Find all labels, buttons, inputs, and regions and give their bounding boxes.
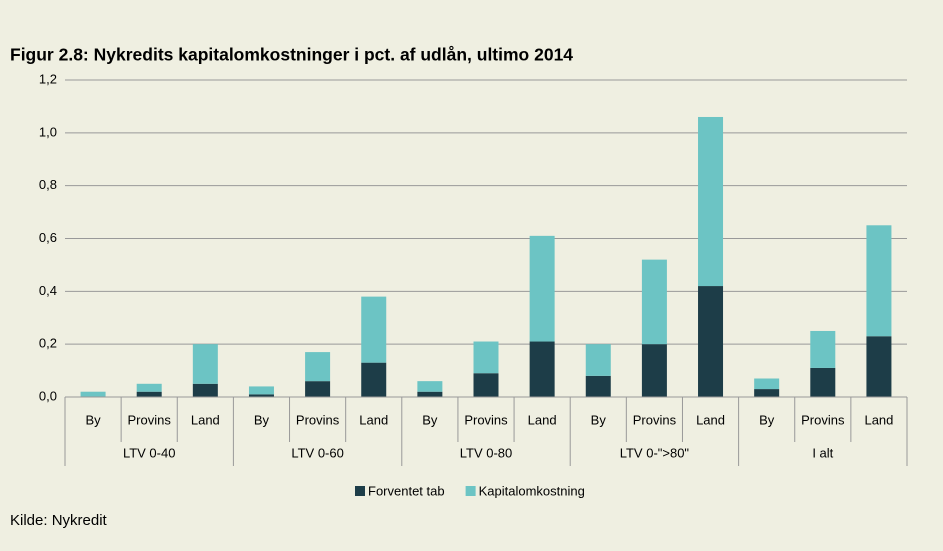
bar-segment [192, 344, 218, 384]
x-tick-label: Land [528, 412, 557, 427]
bar-segment [866, 336, 892, 397]
group-label: LTV 0-60 [291, 445, 344, 460]
legend-swatch [355, 486, 365, 496]
x-tick-label: Land [864, 412, 893, 427]
y-tick-label: 0,4 [39, 283, 57, 298]
bar-segment [192, 383, 218, 397]
x-tick-label: Provins [464, 412, 508, 427]
x-tick-label: By [254, 412, 270, 427]
y-tick-label: 0,8 [39, 177, 57, 192]
group-label: I alt [812, 445, 833, 460]
x-tick-label: Provins [296, 412, 340, 427]
bar-segment [529, 341, 555, 397]
y-tick-label: 0,2 [39, 336, 57, 351]
legend-swatch [465, 486, 476, 496]
bar-segment [80, 391, 106, 397]
bar-segment [305, 352, 331, 382]
bar-segment [305, 381, 331, 397]
bar-segment [473, 341, 499, 374]
bar-segment [585, 375, 611, 397]
group-label: LTV 0-">80" [620, 445, 690, 460]
bar-segment [810, 367, 836, 397]
bar-segment [754, 389, 780, 397]
chart-title: Figur 2.8: Nykredits kapitalomkostninger… [10, 45, 573, 65]
source: Kilde: Nykredit [10, 512, 108, 529]
bar-segment [361, 362, 387, 397]
x-tick-label: Land [359, 412, 388, 427]
bar-segment [754, 378, 780, 390]
bar-segment [136, 383, 162, 392]
bar-segment [473, 373, 499, 397]
x-tick-label: Provins [633, 412, 677, 427]
x-tick-label: By [591, 412, 607, 427]
legend-label: Forventet tab [368, 483, 445, 498]
bar-segment [136, 391, 162, 397]
x-tick-label: Land [191, 412, 220, 427]
bar-segment [866, 225, 892, 337]
group-label: LTV 0-80 [460, 445, 513, 460]
bar-segment [248, 394, 274, 397]
bar-segment [698, 286, 724, 397]
y-tick-label: 1,2 [39, 71, 57, 86]
bar-segment [248, 386, 274, 395]
bar-segment [417, 391, 443, 397]
group-label: LTV 0-40 [123, 445, 176, 460]
y-tick-label: 0,6 [39, 230, 57, 245]
bar-segment [361, 296, 387, 363]
x-tick-label: Provins [801, 412, 845, 427]
bar-segment [585, 344, 611, 376]
legend-label: Kapitalomkostning [479, 483, 585, 498]
y-tick-label: 1,0 [39, 124, 57, 139]
bar-segment [641, 259, 667, 345]
bar-segment [529, 235, 555, 342]
bar-segment [641, 344, 667, 397]
bar-segment [417, 381, 443, 392]
x-tick-label: By [422, 412, 438, 427]
bar-segment [698, 116, 724, 287]
x-tick-label: Provins [128, 412, 172, 427]
x-tick-label: Land [696, 412, 725, 427]
y-tick-label: 0,0 [39, 388, 57, 403]
x-tick-label: By [85, 412, 101, 427]
bar-segment [810, 330, 836, 368]
x-tick-label: By [759, 412, 775, 427]
